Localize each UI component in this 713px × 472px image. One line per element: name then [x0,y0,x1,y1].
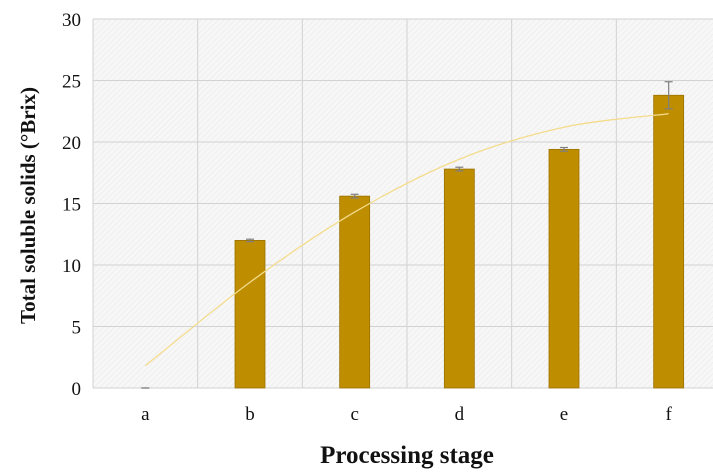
x-axis-title: Processing stage [320,442,494,469]
error-bar-b [246,238,254,243]
y-axis-ticks: 0 5 10 15 20 25 30 [62,10,81,400]
y-tick-label: 30 [62,10,81,31]
x-axis-ticks: a b c d e f [141,404,672,425]
x-tick-label: f [666,404,673,425]
trendline [144,113,669,367]
error-bar-f [664,81,673,110]
y-axis-title: Total soluble solids (°Brix) [16,87,40,324]
y-tick-label: 15 [62,195,81,216]
bar-b [234,239,266,389]
x-tick-label: b [245,404,255,425]
y-tick-label: 25 [62,72,81,93]
x-tick-label: d [455,404,465,425]
bar-c [339,195,371,389]
bar-d [443,168,475,389]
y-tick-label: 20 [62,133,81,154]
x-tick-label: e [560,404,568,425]
y-tick-label: 10 [62,256,81,277]
error-bar-d [455,166,464,172]
bar-f [653,94,685,389]
x-tick-label: a [141,404,150,425]
error-bars [141,81,673,389]
x-tick-label: c [350,404,358,425]
error-bar-c [350,193,359,199]
y-tick-label: 5 [72,318,82,339]
y-tick-label: 0 [72,379,82,400]
bar-series [234,94,685,389]
gridlines [92,18,713,389]
error-bar-e [560,146,568,152]
bar-e [548,148,580,389]
